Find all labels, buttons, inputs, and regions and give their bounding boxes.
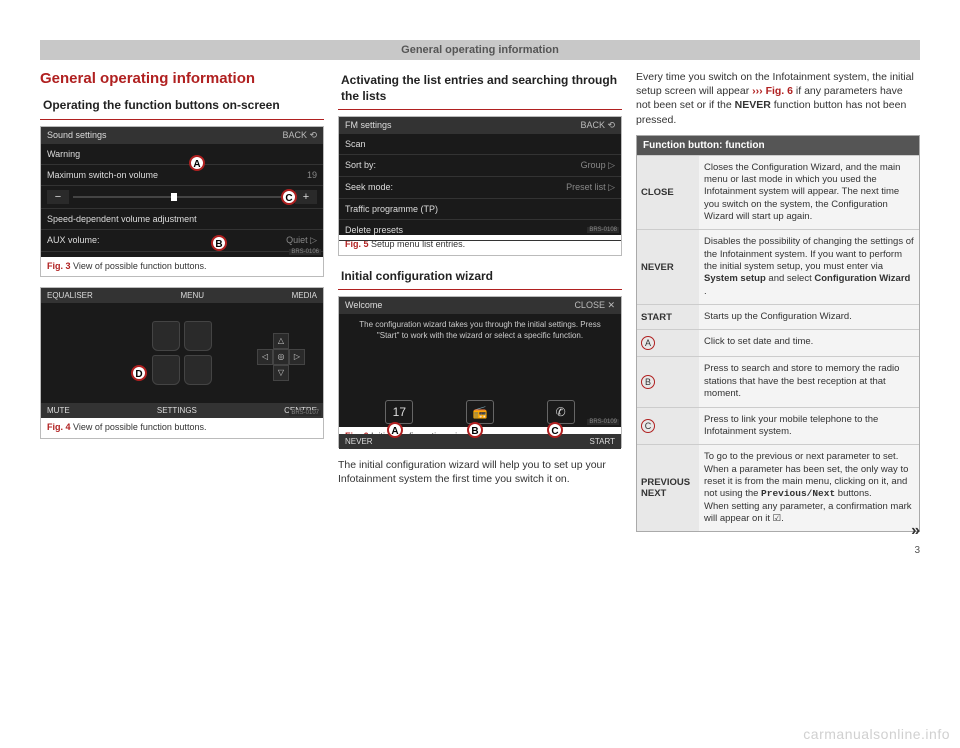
screen-title: Sound settings [47, 130, 107, 141]
page-header: General operating information [40, 40, 920, 60]
fig5-header: FM settings BACK ⟲ [339, 117, 621, 134]
col3-paragraph: Every time you switch on the Infotainmen… [636, 70, 920, 127]
page-number: 3 [914, 545, 920, 556]
dpad-down[interactable]: ▽ [273, 365, 289, 381]
table-row-never: NEVER Disables the possibility of changi… [637, 229, 919, 304]
back-button[interactable]: BACK ⟲ [580, 120, 615, 131]
fig4-body: △ ◁◎▷ ▽ D [41, 303, 323, 403]
dpad: △ ◁◎▷ ▽ [257, 333, 305, 381]
column-2: Activating the list entries and searchin… [338, 70, 622, 532]
fig6-footer: NEVER START [339, 434, 621, 449]
row-delete[interactable]: Delete presets [339, 220, 621, 241]
vol-plus-button[interactable]: + [295, 190, 317, 204]
wizard-radio-icon[interactable]: 📻 [466, 400, 494, 424]
row-seek[interactable]: Seek mode:Preset list ▷ [339, 177, 621, 199]
never-button[interactable]: NEVER [345, 437, 373, 446]
marker-b: B [211, 235, 227, 251]
brs-code: BRS-0108 [587, 227, 619, 233]
row-warning[interactable]: Warning [41, 144, 323, 165]
figure-3: Sound settings BACK ⟲ Warning Maximum sw… [40, 126, 324, 278]
fig4-caption: Fig. 4 View of possible function buttons… [41, 418, 323, 438]
fig3-header: Sound settings BACK ⟲ [41, 127, 323, 144]
figure-4: EQUALISER MENU MEDIA △ ◁◎▷ [40, 287, 324, 439]
brs-code: BRS-0107 [289, 410, 321, 416]
fig4-top-bar: EQUALISER MENU MEDIA [41, 288, 323, 303]
table-header: Function button: function [637, 136, 919, 155]
screen-title: FM settings [345, 120, 392, 131]
seat-fl[interactable] [152, 321, 180, 351]
wizard-datetime-icon[interactable]: 17 [385, 400, 413, 424]
vol-track[interactable] [73, 196, 291, 198]
tab-equaliser[interactable]: EQUALISER [47, 291, 93, 300]
marker-c: C [281, 189, 297, 205]
fig3-caption: Fig. 3 View of possible function buttons… [41, 257, 323, 277]
tab-media[interactable]: MEDIA [292, 291, 317, 300]
dpad-right[interactable]: ▷ [289, 349, 305, 365]
fig4-bot-bar: MUTE SETTINGS CENTRE [41, 403, 323, 418]
manual-page: General operating information General op… [40, 40, 920, 532]
row-scan[interactable]: Scan [339, 134, 621, 155]
table-row-close: CLOSE Closes the Configuration Wizard, a… [637, 155, 919, 230]
marker-a: A [189, 155, 205, 171]
column-3: Every time you switch on the Infotainmen… [636, 70, 920, 532]
vol-thumb[interactable] [171, 193, 177, 201]
close-button[interactable]: CLOSE ✕ [574, 300, 615, 311]
back-button[interactable]: BACK ⟲ [282, 130, 317, 141]
brs-code: BRS-0109 [587, 419, 619, 425]
table-row-start: START Starts up the Configuration Wizard… [637, 304, 919, 329]
row-tp[interactable]: Traffic programme (TP) [339, 199, 621, 220]
wizard-paragraph: The initial configuration wizard will he… [338, 458, 622, 486]
table-row-a: A Click to set date and time. [637, 329, 919, 356]
row-max-volume[interactable]: Maximum switch-on volume 19 [41, 165, 323, 186]
btn-settings[interactable]: SETTINGS [157, 406, 197, 415]
seat-rr[interactable] [184, 355, 212, 385]
vol-minus-button[interactable]: − [47, 190, 69, 204]
fig3-screen: Sound settings BACK ⟲ Warning Maximum sw… [41, 127, 323, 257]
table-row-prevnext: PREVIOUS NEXT To go to the previous or n… [637, 444, 919, 531]
dpad-center[interactable]: ◎ [273, 349, 289, 365]
brs-code: BRS-0106 [289, 249, 321, 255]
subsection-title: Activating the list entries and searchin… [338, 70, 622, 110]
wizard-text: The configuration wizard takes you throu… [339, 314, 621, 394]
seat-rl[interactable] [152, 355, 180, 385]
tab-menu[interactable]: MENU [180, 291, 204, 300]
table-row-b: B Press to search and store to memory th… [637, 356, 919, 406]
row-speed-vol[interactable]: Speed-dependent volume adjustment [41, 209, 323, 230]
columns: General operating information Operating … [40, 70, 920, 532]
seats-diagram [152, 321, 212, 385]
table-row-c: C Press to link your mobile telephone to… [637, 407, 919, 445]
start-button[interactable]: START [590, 437, 615, 446]
continue-mark: » [911, 522, 920, 540]
fig6-screen: Welcome CLOSE ✕ The configuration wizard… [339, 297, 621, 427]
row-sortby[interactable]: Sort by:Group ▷ [339, 155, 621, 177]
figure-5: FM settings BACK ⟲ Scan Sort by:Group ▷ … [338, 116, 622, 256]
row-aux-vol[interactable]: AUX volume: Quiet ▷ [41, 230, 323, 252]
subsection-title: Operating the function buttons on-screen [40, 95, 324, 120]
screen-title: Welcome [345, 300, 382, 311]
figure-6: Welcome CLOSE ✕ The configuration wizard… [338, 296, 622, 448]
section-title: General operating information [40, 70, 324, 87]
watermark: carmanualsonline.info [803, 726, 950, 742]
wizard-icons: 17 📻 ✆ A B C [339, 394, 621, 434]
seat-fr[interactable] [184, 321, 212, 351]
wizard-phone-icon[interactable]: ✆ [547, 400, 575, 424]
subsection-title: Initial configuration wizard [338, 266, 622, 291]
function-button-table: Function button: function CLOSE Closes t… [636, 135, 920, 533]
marker-d: D [131, 365, 147, 381]
dpad-left[interactable]: ◁ [257, 349, 273, 365]
fig6-header: Welcome CLOSE ✕ [339, 297, 621, 314]
column-1: General operating information Operating … [40, 70, 324, 532]
fig5-screen: FM settings BACK ⟲ Scan Sort by:Group ▷ … [339, 117, 621, 235]
btn-mute[interactable]: MUTE [47, 406, 70, 415]
fig4-screen: EQUALISER MENU MEDIA △ ◁◎▷ [41, 288, 323, 418]
dpad-up[interactable]: △ [273, 333, 289, 349]
